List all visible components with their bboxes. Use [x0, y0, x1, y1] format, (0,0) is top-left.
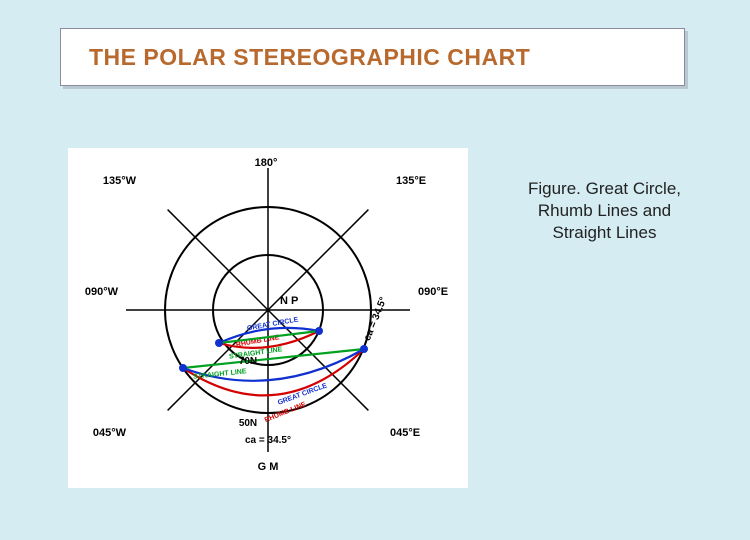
svg-text:70N: 70N	[239, 356, 257, 367]
slide: THE POLAR STEREOGRAPHIC CHART Figure. Gr…	[0, 0, 750, 540]
svg-text:50N: 50N	[239, 418, 257, 429]
svg-text:N P: N P	[280, 295, 298, 307]
chart-svg: RHUMB LINEGREAT CIRCLESTRAIGHT LINERHUMB…	[68, 148, 468, 488]
svg-text:ca = 34.5°: ca = 34.5°	[245, 435, 291, 446]
svg-text:135°E: 135°E	[396, 175, 426, 187]
svg-text:GREAT CIRCLE: GREAT CIRCLE	[247, 317, 300, 333]
svg-text:090°E: 090°E	[418, 286, 448, 298]
svg-text:ca = 34.5°: ca = 34.5°	[362, 296, 389, 343]
svg-text:090°W: 090°W	[85, 286, 119, 298]
slide-title: THE POLAR STEREOGRAPHIC CHART	[89, 44, 530, 71]
svg-text:045°W: 045°W	[93, 427, 127, 439]
figure-caption: Figure. Great Circle, Rhumb Lines and St…	[492, 178, 717, 243]
chart-diagram: RHUMB LINEGREAT CIRCLESTRAIGHT LINERHUMB…	[68, 148, 468, 488]
caption-line-1: Figure. Great Circle,	[492, 178, 717, 200]
title-box: THE POLAR STEREOGRAPHIC CHART	[60, 28, 685, 86]
caption-line-3: Straight Lines	[492, 222, 717, 244]
svg-text:G M: G M	[258, 461, 279, 473]
svg-text:180°: 180°	[255, 157, 278, 169]
caption-line-2: Rhumb Lines and	[492, 200, 717, 222]
svg-text:045°E: 045°E	[390, 427, 420, 439]
svg-text:135°W: 135°W	[103, 175, 137, 187]
